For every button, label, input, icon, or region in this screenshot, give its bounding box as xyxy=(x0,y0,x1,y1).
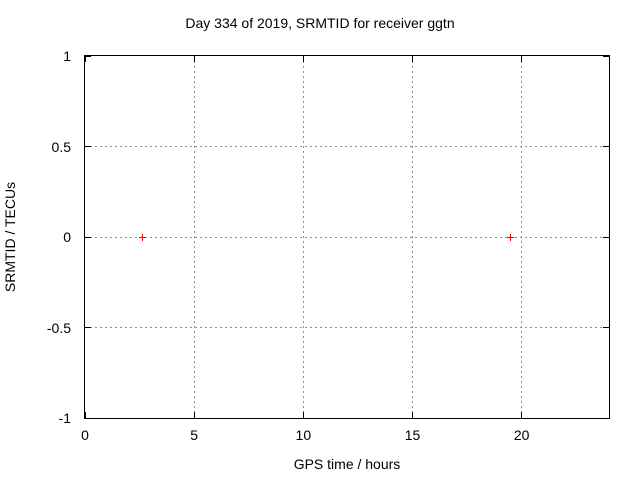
x-tick-mark xyxy=(302,412,304,418)
grid-line-horizontal xyxy=(85,146,609,147)
y-tick-label: 1 xyxy=(63,48,71,64)
y-tick-mark xyxy=(603,417,609,419)
data-point-marker xyxy=(139,233,147,241)
grid-line-horizontal xyxy=(85,236,609,238)
x-tick-mark xyxy=(84,56,86,62)
y-tick-mark xyxy=(85,146,91,147)
y-tick-mark xyxy=(85,55,91,57)
x-tick-label: 10 xyxy=(295,427,312,443)
x-tick-mark xyxy=(302,56,304,62)
x-tick-mark xyxy=(412,412,413,418)
data-point-marker xyxy=(507,233,515,241)
x-tick-mark xyxy=(193,412,195,418)
x-tick-mark xyxy=(84,412,86,418)
x-tick-label: 20 xyxy=(513,427,530,443)
x-tick-label: 0 xyxy=(81,427,89,443)
x-axis-label: GPS time / hours xyxy=(293,456,401,472)
x-tick-label: 5 xyxy=(190,427,199,443)
y-tick-mark xyxy=(85,417,91,419)
x-tick-mark xyxy=(521,56,523,62)
y-tick-mark xyxy=(603,55,609,57)
x-tick-mark xyxy=(412,56,413,62)
x-tick-mark xyxy=(193,56,195,62)
y-tick-mark xyxy=(603,327,609,328)
y-tick-mark xyxy=(85,236,91,238)
y-tick-label: -0.5 xyxy=(46,319,71,336)
grid-line-horizontal xyxy=(85,327,609,328)
y-tick-label: 0 xyxy=(63,229,71,245)
x-tick-label: 15 xyxy=(404,427,421,443)
x-tick-mark xyxy=(521,412,523,418)
y-tick-mark xyxy=(85,327,91,328)
chart-title: Day 334 of 2019, SRMTID for receiver ggt… xyxy=(185,15,455,31)
y-tick-mark xyxy=(603,236,609,238)
plot-area xyxy=(84,55,610,419)
y-tick-label: -1 xyxy=(58,410,71,426)
y-tick-label: 0.5 xyxy=(51,138,71,155)
y-tick-mark xyxy=(603,146,609,147)
